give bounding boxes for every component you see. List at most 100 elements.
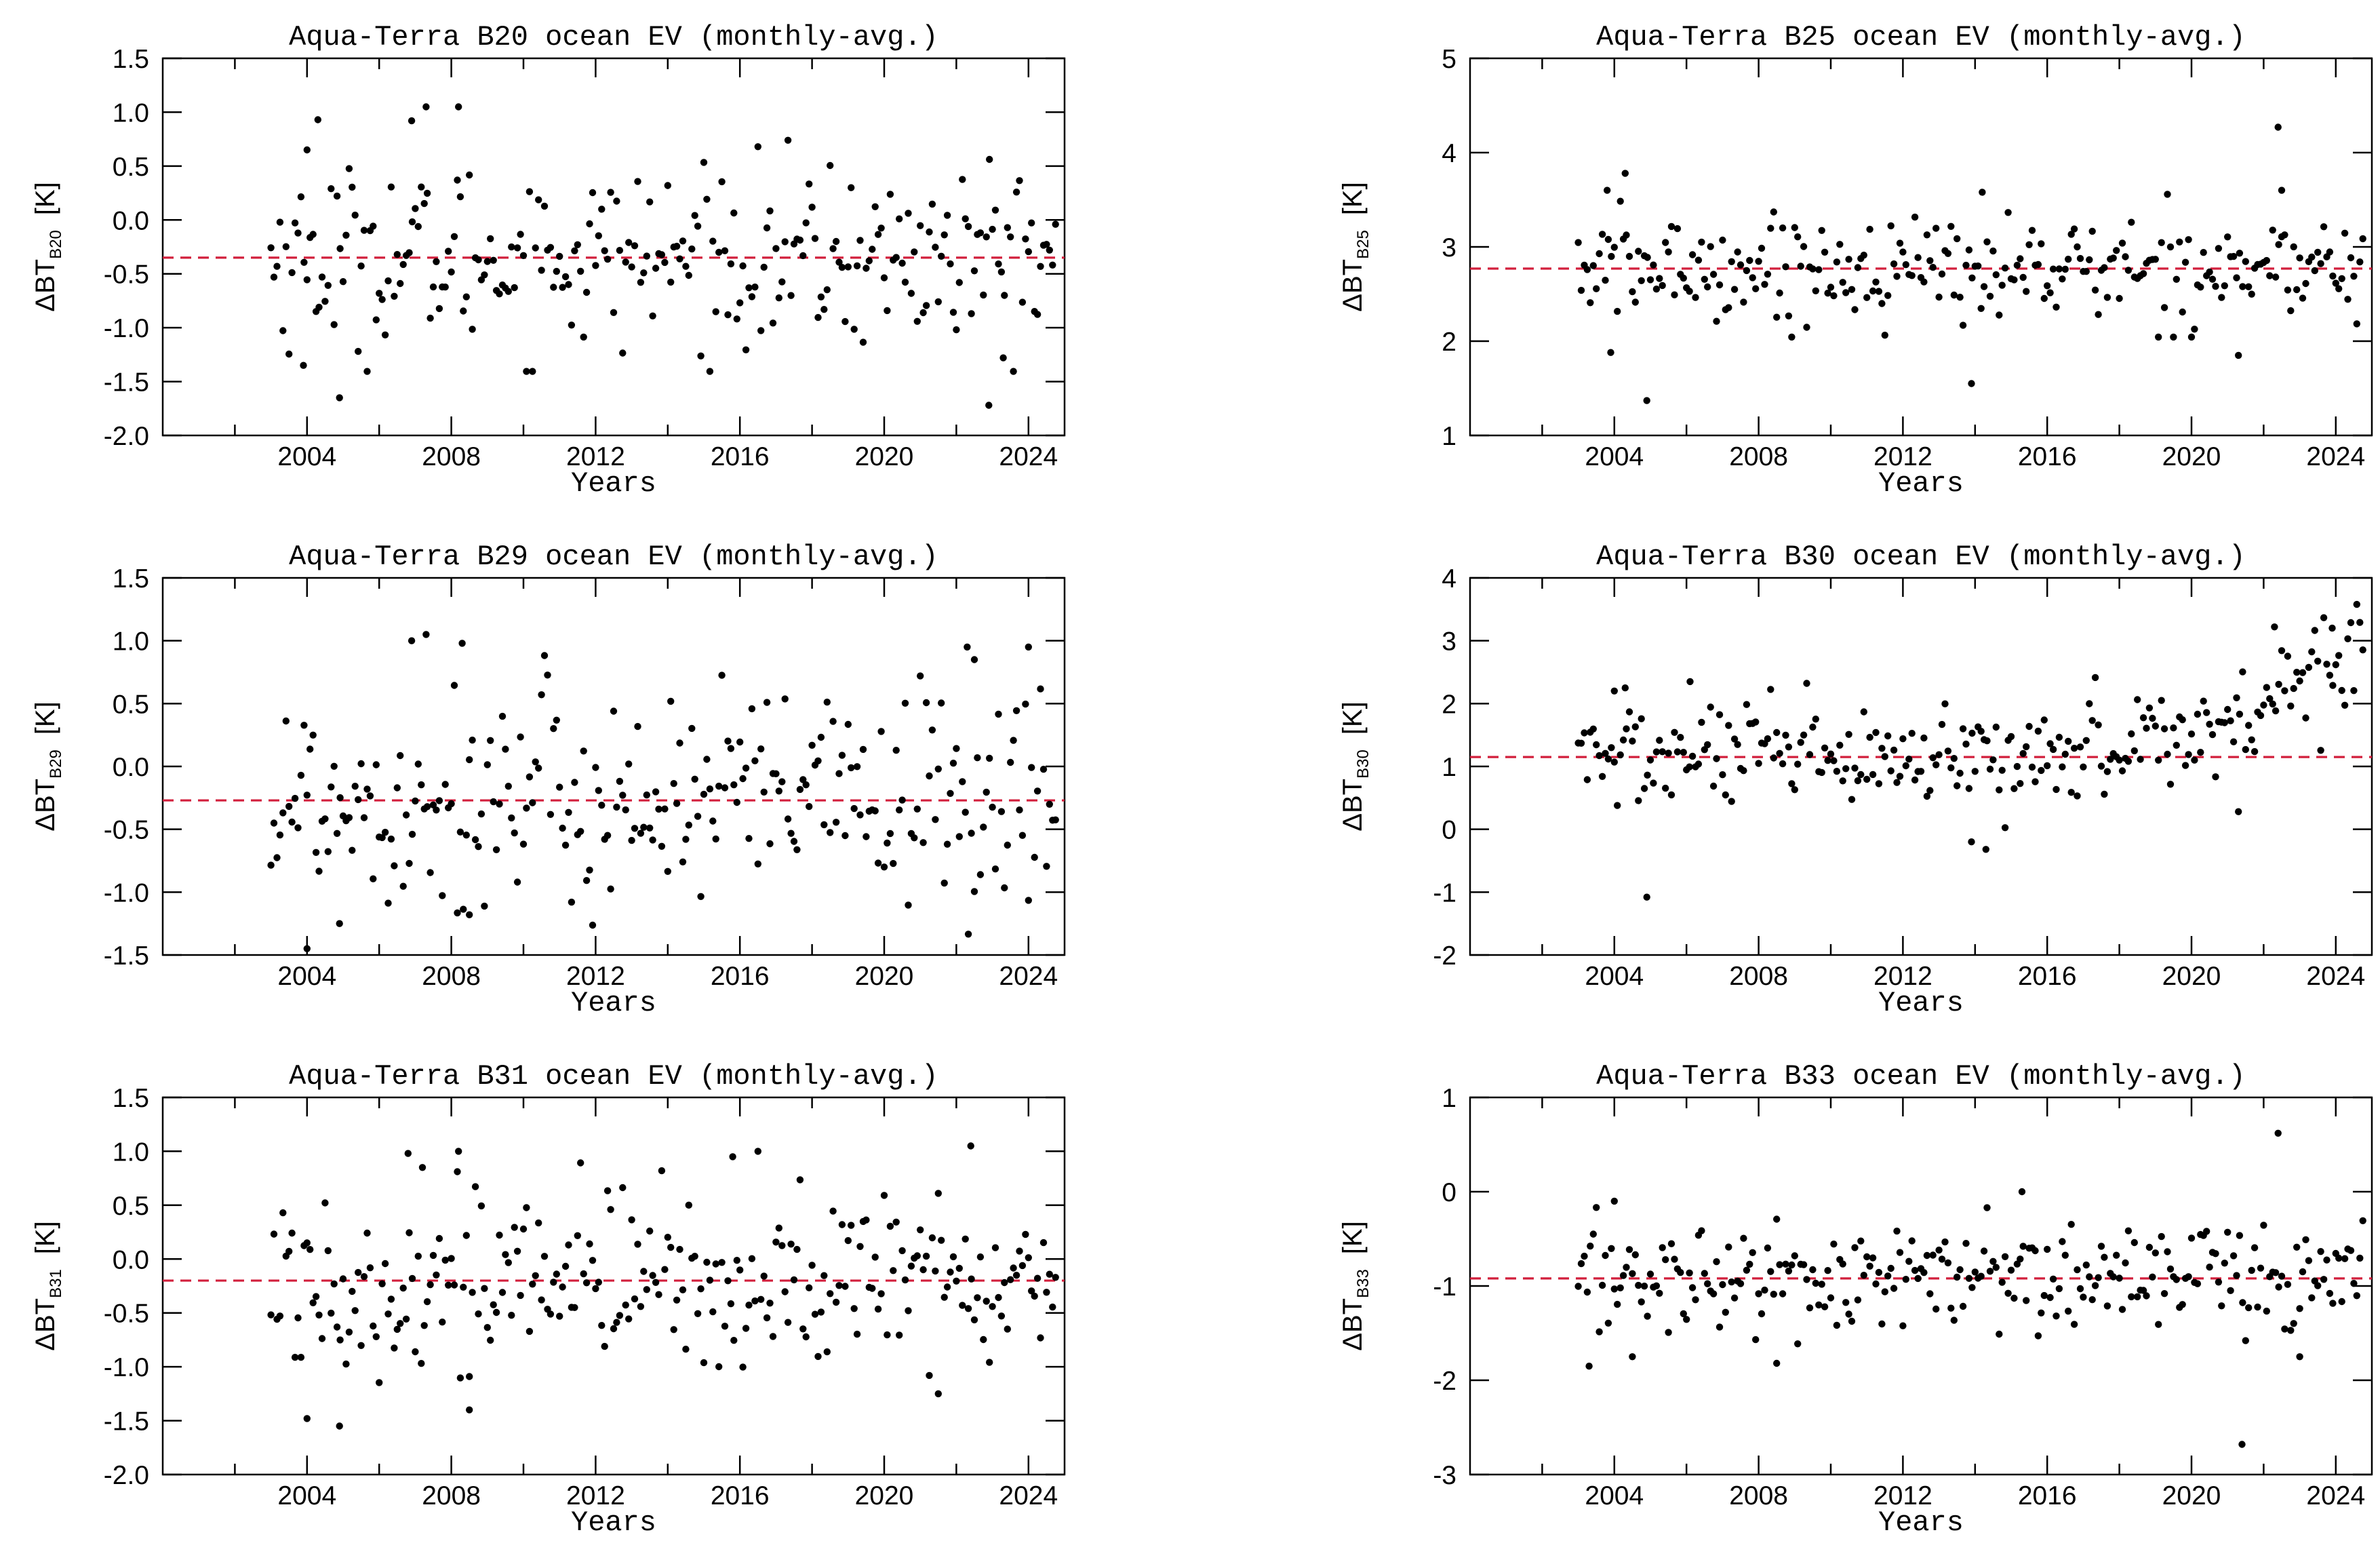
data-point	[760, 788, 768, 796]
data-point	[355, 796, 362, 804]
data-point	[1640, 785, 1648, 792]
data-point	[2235, 351, 2242, 359]
x-tick-label: 2016	[2018, 962, 2077, 991]
data-point	[2290, 243, 2297, 251]
data-point	[880, 1192, 888, 1199]
data-point	[1589, 725, 1597, 733]
data-point	[2326, 1289, 2334, 1298]
data-point	[1728, 1278, 1735, 1286]
data-point	[435, 305, 443, 313]
data-points	[267, 1142, 1059, 1430]
data-point	[769, 319, 777, 327]
x-tick-label: 2024	[999, 1481, 1058, 1510]
data-point	[2018, 1188, 2026, 1196]
data-point	[321, 298, 329, 305]
data-point	[862, 833, 870, 840]
data-point	[2293, 669, 2301, 676]
data-point	[1866, 1262, 1873, 1270]
data-point	[832, 1298, 840, 1306]
data-point	[1896, 773, 1904, 780]
data-point	[913, 317, 921, 325]
y-tick-label: 0.0	[113, 753, 149, 782]
data-point	[2311, 627, 2318, 634]
data-point	[682, 836, 690, 843]
y-tick-label: 0	[1442, 1178, 1456, 1207]
data-point	[664, 182, 671, 189]
data-point	[835, 258, 843, 266]
data-point	[1986, 292, 1994, 300]
data-point	[2101, 790, 2108, 798]
data-point	[351, 783, 359, 790]
data-point	[829, 1207, 837, 1215]
data-point	[1662, 1256, 1669, 1264]
data-point	[511, 829, 518, 837]
y-tick-label: -1.0	[104, 1353, 149, 1382]
y-tick-label: -2	[1433, 1367, 1456, 1396]
data-point	[2229, 252, 2238, 260]
data-point	[943, 840, 951, 848]
data-point	[703, 1258, 711, 1266]
data-point	[324, 281, 332, 289]
data-point	[391, 1344, 398, 1352]
data-point	[1830, 1241, 1838, 1248]
data-point	[1595, 1328, 1603, 1335]
y-tick-label: -2	[1433, 941, 1456, 971]
data-point	[2212, 1250, 2219, 1257]
chart-panel-b25: Aqua-Terra B25 ocean EV (monthly-avg.) Y…	[1338, 21, 2373, 500]
data-point	[2242, 745, 2249, 754]
data-point	[2272, 707, 2280, 715]
data-point	[901, 1276, 909, 1284]
data-point	[1039, 1238, 1048, 1247]
data-point	[2208, 275, 2217, 283]
data-point	[1608, 1245, 1615, 1253]
data-point	[1878, 1320, 1886, 1328]
data-point	[1926, 787, 1934, 794]
data-point	[917, 672, 924, 680]
data-point	[1629, 1353, 1636, 1361]
data-point	[2151, 256, 2159, 263]
data-point	[1812, 287, 1819, 294]
chart-title: Aqua-Terra B30 ocean EV (monthly-avg.)	[1596, 541, 2246, 573]
data-point	[324, 848, 332, 855]
data-point	[1610, 1285, 1618, 1293]
data-point	[649, 1272, 656, 1279]
data-point	[1049, 1303, 1056, 1311]
data-point	[905, 1307, 912, 1314]
data-point	[947, 1268, 954, 1276]
data-point	[1815, 266, 1823, 273]
data-point	[814, 1352, 822, 1361]
data-point	[775, 787, 783, 795]
data-point	[1983, 238, 1991, 246]
data-point	[2091, 1282, 2099, 1289]
y-tick-label: -0.5	[104, 260, 149, 290]
data-point	[1704, 741, 1711, 749]
data-point	[349, 183, 356, 191]
data-point	[1004, 224, 1012, 231]
data-point	[986, 155, 993, 163]
data-point	[1698, 718, 1705, 726]
data-point	[1824, 1267, 1831, 1274]
data-point	[724, 311, 732, 319]
data-point	[568, 321, 576, 329]
data-point	[643, 791, 650, 799]
data-point	[529, 1281, 536, 1288]
data-point	[466, 1406, 473, 1413]
data-point	[613, 197, 620, 205]
data-point	[471, 1183, 479, 1190]
data-point	[288, 269, 296, 277]
data-point	[504, 1259, 512, 1266]
data-point	[466, 171, 473, 179]
data-point	[1863, 775, 1871, 783]
data-point	[1683, 1316, 1690, 1323]
data-point	[2266, 695, 2274, 703]
data-point	[1046, 800, 1054, 808]
data-point	[688, 724, 696, 733]
data-point	[397, 279, 404, 288]
data-point	[422, 631, 430, 638]
data-point	[2160, 1290, 2168, 1298]
data-point	[1004, 1325, 1012, 1333]
data-point	[1043, 863, 1050, 870]
data-point	[2271, 623, 2278, 631]
data-point	[2248, 736, 2255, 744]
data-point	[1595, 752, 1603, 760]
